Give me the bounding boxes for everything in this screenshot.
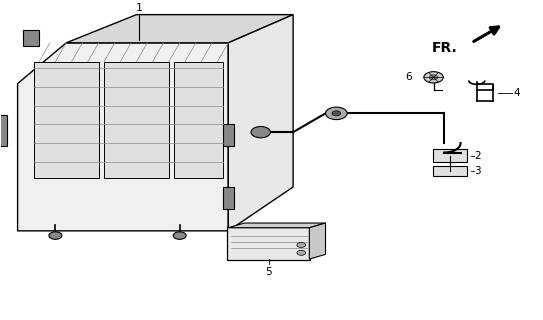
FancyBboxPatch shape bbox=[433, 149, 466, 162]
Polygon shape bbox=[228, 15, 293, 231]
Polygon shape bbox=[34, 62, 99, 178]
Polygon shape bbox=[23, 30, 39, 46]
Text: 6: 6 bbox=[405, 72, 412, 82]
Circle shape bbox=[297, 250, 306, 255]
FancyBboxPatch shape bbox=[227, 227, 311, 260]
Polygon shape bbox=[310, 223, 325, 259]
Polygon shape bbox=[0, 115, 7, 146]
Circle shape bbox=[325, 107, 347, 120]
Circle shape bbox=[332, 111, 340, 116]
FancyBboxPatch shape bbox=[433, 166, 466, 176]
Circle shape bbox=[49, 232, 62, 239]
Polygon shape bbox=[17, 43, 228, 231]
Text: 1: 1 bbox=[136, 3, 143, 13]
Polygon shape bbox=[66, 15, 293, 43]
Text: 3: 3 bbox=[474, 166, 481, 176]
Polygon shape bbox=[223, 187, 233, 209]
Text: 2: 2 bbox=[474, 151, 481, 161]
Polygon shape bbox=[174, 62, 223, 178]
Circle shape bbox=[173, 232, 186, 239]
Circle shape bbox=[424, 72, 443, 83]
Polygon shape bbox=[104, 62, 169, 178]
Polygon shape bbox=[223, 124, 233, 146]
Circle shape bbox=[251, 126, 270, 138]
Circle shape bbox=[297, 243, 306, 247]
Circle shape bbox=[430, 75, 438, 80]
Polygon shape bbox=[228, 223, 325, 228]
Text: FR.: FR. bbox=[432, 41, 458, 55]
Text: 5: 5 bbox=[266, 267, 272, 277]
Text: 4: 4 bbox=[514, 88, 520, 98]
